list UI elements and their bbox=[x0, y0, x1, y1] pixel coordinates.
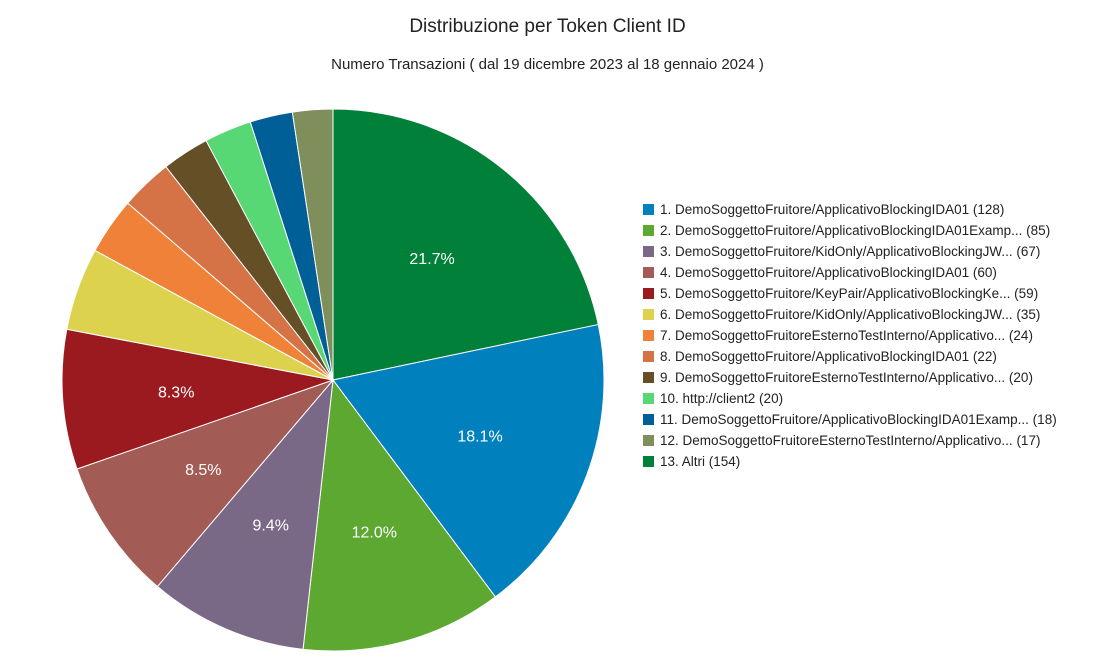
legend: 1. DemoSoggettoFruitore/ApplicativoBlock… bbox=[643, 199, 1057, 472]
legend-label: 11. DemoSoggettoFruitore/ApplicativoBloc… bbox=[660, 412, 1057, 427]
legend-swatch bbox=[643, 393, 654, 404]
pie-slice-3[interactable] bbox=[156, 378, 334, 650]
legend-swatch bbox=[643, 246, 654, 257]
legend-item-5[interactable]: 5. DemoSoggettoFruitore/KeyPair/Applicat… bbox=[643, 283, 1057, 304]
legend-label: 5. DemoSoggettoFruitore/KeyPair/Applicat… bbox=[660, 286, 1039, 301]
legend-swatch bbox=[643, 456, 654, 467]
legend-label: 6. DemoSoggettoFruitore/KidOnly/Applicat… bbox=[660, 307, 1041, 322]
legend-label: 7. DemoSoggettoFruitoreEsternoTestIntern… bbox=[660, 328, 1033, 343]
chart-subtitle: Numero Transazioni ( dal 19 dicembre 202… bbox=[331, 56, 764, 73]
legend-swatch bbox=[643, 225, 654, 236]
legend-label: 4. DemoSoggettoFruitore/ApplicativoBlock… bbox=[660, 265, 997, 280]
pie-slice-13[interactable] bbox=[332, 108, 599, 381]
legend-label: 1. DemoSoggettoFruitore/ApplicativoBlock… bbox=[660, 202, 1005, 217]
legend-label: 3. DemoSoggettoFruitore/KidOnly/Applicat… bbox=[660, 244, 1041, 259]
legend-item-2[interactable]: 2. DemoSoggettoFruitore/ApplicativoBlock… bbox=[643, 220, 1057, 241]
legend-item-9[interactable]: 9. DemoSoggettoFruitoreEsternoTestIntern… bbox=[643, 367, 1057, 388]
legend-item-8[interactable]: 8. DemoSoggettoFruitore/ApplicativoBlock… bbox=[643, 346, 1057, 367]
legend-label: 13. Altri (154) bbox=[660, 454, 741, 469]
pie-slices bbox=[61, 108, 605, 652]
slice-percent-label-1: 18.1% bbox=[457, 429, 502, 446]
legend-swatch bbox=[643, 414, 654, 425]
slice-percent-label-2: 12.0% bbox=[352, 525, 397, 542]
legend-item-7[interactable]: 7. DemoSoggettoFruitoreEsternoTestIntern… bbox=[643, 325, 1057, 346]
legend-swatch bbox=[643, 372, 654, 383]
legend-swatch bbox=[643, 435, 654, 446]
pie-slice-2[interactable] bbox=[302, 378, 497, 652]
slice-percent-label-13: 21.7% bbox=[409, 251, 454, 268]
legend-swatch bbox=[643, 288, 654, 299]
legend-item-3[interactable]: 3. DemoSoggettoFruitore/KidOnly/Applicat… bbox=[643, 241, 1057, 262]
legend-item-11[interactable]: 11. DemoSoggettoFruitore/ApplicativoBloc… bbox=[643, 409, 1057, 430]
legend-swatch bbox=[643, 309, 654, 320]
legend-item-10[interactable]: 10. http://client2 (20) bbox=[643, 388, 1057, 409]
legend-item-6[interactable]: 6. DemoSoggettoFruitore/KidOnly/Applicat… bbox=[643, 304, 1057, 325]
slice-percent-label-4: 8.5% bbox=[185, 462, 221, 479]
legend-swatch bbox=[643, 204, 654, 215]
legend-label: 10. http://client2 (20) bbox=[660, 391, 784, 406]
legend-swatch bbox=[643, 351, 654, 362]
legend-swatch bbox=[643, 330, 654, 341]
slice-percent-label-3: 9.4% bbox=[252, 517, 288, 534]
slice-percent-label-5: 8.3% bbox=[158, 385, 194, 402]
pie-slice-1[interactable] bbox=[332, 323, 605, 598]
chart-title: Distribuzione per Token Client ID bbox=[409, 16, 686, 37]
legend-swatch bbox=[643, 267, 654, 278]
legend-item-1[interactable]: 1. DemoSoggettoFruitore/ApplicativoBlock… bbox=[643, 199, 1057, 220]
pie-slice-12[interactable] bbox=[291, 108, 334, 381]
legend-label: 2. DemoSoggettoFruitore/ApplicativoBlock… bbox=[660, 223, 1051, 238]
legend-item-13[interactable]: 13. Altri (154) bbox=[643, 451, 1057, 472]
legend-label: 12. DemoSoggettoFruitoreEsternoTestInter… bbox=[660, 433, 1041, 448]
pie-slice-4[interactable] bbox=[76, 378, 335, 588]
pie-labels: 21.7% 18.1% 12.0% 9.4% 8.5% 8.3% bbox=[158, 251, 503, 542]
legend-item-12[interactable]: 12. DemoSoggettoFruitoreEsternoTestInter… bbox=[643, 430, 1057, 451]
legend-item-4[interactable]: 4. DemoSoggettoFruitore/ApplicativoBlock… bbox=[643, 262, 1057, 283]
pie-slice-5[interactable] bbox=[61, 328, 335, 470]
legend-label: 8. DemoSoggettoFruitore/ApplicativoBlock… bbox=[660, 349, 997, 364]
legend-label: 9. DemoSoggettoFruitoreEsternoTestIntern… bbox=[660, 370, 1033, 385]
